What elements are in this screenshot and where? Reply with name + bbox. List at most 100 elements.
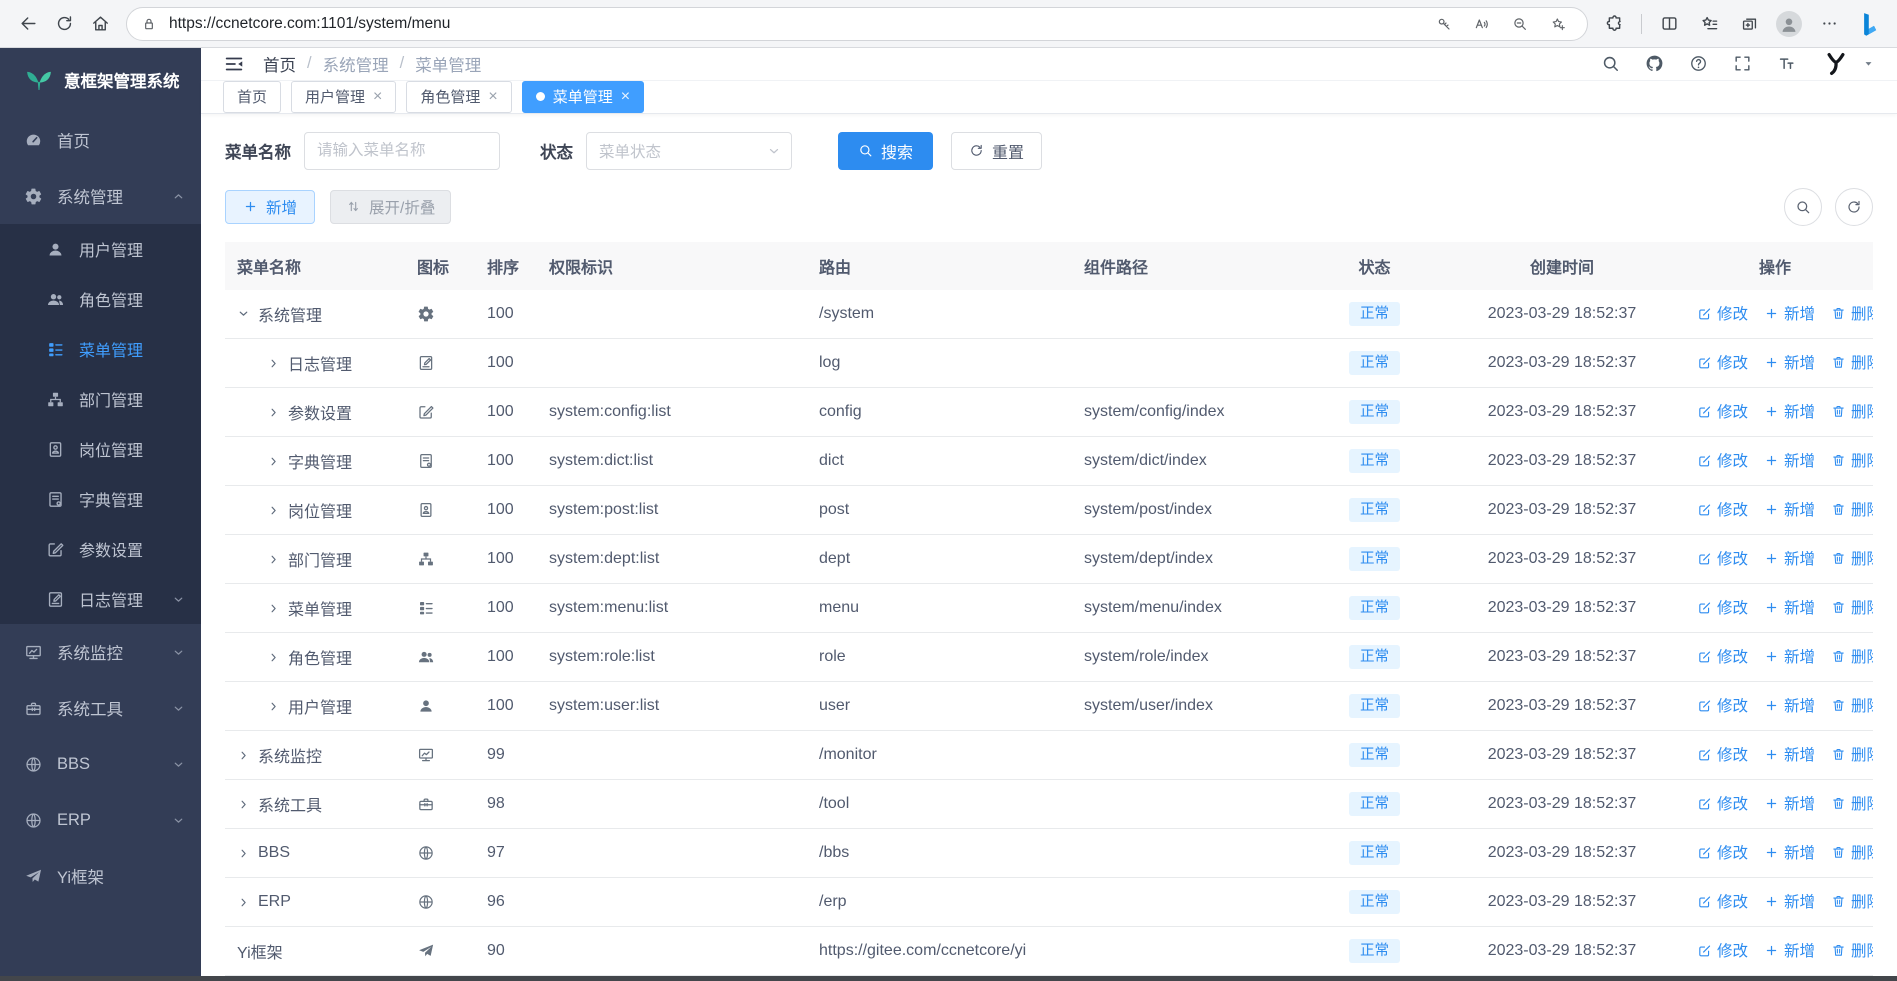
sidebar-item-system[interactable]: 系统管理 [0, 168, 201, 224]
url-text[interactable]: https://ccnetcore.com:1101/system/menu [169, 14, 451, 32]
row-expander[interactable] [267, 553, 280, 566]
add-action[interactable]: 新增 [1764, 596, 1815, 618]
delete-action[interactable]: 删除 [1831, 841, 1873, 863]
font-size-button[interactable] [1777, 54, 1796, 73]
delete-action[interactable]: 删除 [1831, 645, 1873, 667]
github-button[interactable] [1645, 54, 1664, 73]
password-button[interactable] [1429, 9, 1459, 39]
read-aloud-button[interactable] [1467, 9, 1497, 39]
sidebar-item-user[interactable]: 用户管理 [0, 224, 201, 274]
sidebar-item-menu[interactable]: 菜单管理 [0, 324, 201, 374]
sidebar-item-role[interactable]: 角色管理 [0, 274, 201, 324]
edit-action[interactable]: 修改 [1697, 792, 1748, 814]
browser-home-button[interactable] [82, 6, 118, 42]
sidebar-item-monitor[interactable]: 系统监控 [0, 624, 201, 680]
edit-action[interactable]: 修改 [1697, 743, 1748, 765]
sidebar-item-log[interactable]: 日志管理 [0, 574, 201, 624]
breadcrumb-item[interactable]: 首页 [263, 56, 296, 75]
refresh-table-button[interactable] [1835, 187, 1873, 226]
delete-action[interactable]: 删除 [1831, 596, 1873, 618]
breadcrumb-item[interactable]: 系统管理 [322, 56, 389, 75]
toggle-search-button[interactable] [1784, 187, 1822, 226]
row-expander[interactable] [267, 406, 280, 419]
collections-button[interactable] [1731, 6, 1767, 42]
tab-close-icon[interactable]: × [373, 87, 383, 105]
add-action[interactable]: 新增 [1764, 498, 1815, 520]
add-action[interactable]: 新增 [1764, 400, 1815, 422]
header-search-button[interactable] [1601, 54, 1620, 73]
sidebar-item-config[interactable]: 参数设置 [0, 524, 201, 574]
sidebar-item-yi[interactable]: Yi框架 [0, 848, 201, 904]
sidebar-item-home[interactable]: 首页 [0, 112, 201, 168]
address-bar[interactable]: https://ccnetcore.com:1101/system/menu [126, 6, 1588, 41]
delete-action[interactable]: 删除 [1831, 351, 1873, 373]
extensions-button[interactable] [1596, 6, 1632, 42]
sidebar-item-post[interactable]: 岗位管理 [0, 424, 201, 474]
add-action[interactable]: 新增 [1764, 351, 1815, 373]
split-screen-button[interactable] [1651, 6, 1687, 42]
edit-action[interactable]: 修改 [1697, 449, 1748, 471]
tab-home[interactable]: 首页 [223, 80, 282, 113]
browser-reload-button[interactable] [46, 6, 82, 42]
row-expander[interactable] [237, 847, 250, 860]
add-favorite-button[interactable] [1543, 9, 1573, 39]
column-header[interactable]: 菜单名称 [225, 241, 405, 290]
tab-user[interactable]: 用户管理 × [291, 80, 397, 113]
delete-action[interactable]: 删除 [1831, 939, 1873, 961]
column-header[interactable]: 操作 [1677, 241, 1873, 290]
browser-menu-button[interactable] [1811, 6, 1847, 42]
edit-action[interactable]: 修改 [1697, 498, 1748, 520]
sidebar-collapse-button[interactable] [223, 53, 245, 75]
edit-action[interactable]: 修改 [1697, 302, 1748, 324]
tab-close-icon[interactable]: × [620, 87, 631, 105]
column-header[interactable]: 权限标识 [537, 241, 807, 290]
reset-button[interactable]: 重置 [951, 131, 1043, 170]
add-action[interactable]: 新增 [1764, 890, 1815, 912]
add-action[interactable]: 新增 [1764, 645, 1815, 667]
edit-action[interactable]: 修改 [1697, 694, 1748, 716]
row-expander[interactable] [237, 896, 250, 909]
add-action[interactable]: 新增 [1764, 694, 1815, 716]
delete-action[interactable]: 删除 [1831, 400, 1873, 422]
menu-name-input[interactable] [304, 131, 500, 170]
column-header[interactable]: 排序 [475, 241, 537, 290]
tab-role[interactable]: 角色管理 × [406, 80, 512, 113]
edit-action[interactable]: 修改 [1697, 547, 1748, 569]
delete-action[interactable]: 删除 [1831, 449, 1873, 471]
row-expander[interactable] [237, 307, 250, 320]
delete-action[interactable]: 删除 [1831, 547, 1873, 569]
sidebar-item-tool[interactable]: 系统工具 [0, 680, 201, 736]
add-action[interactable]: 新增 [1764, 547, 1815, 569]
help-button[interactable] [1689, 54, 1708, 73]
bing-sidebar-button[interactable] [1851, 6, 1887, 42]
add-action[interactable]: 新增 [1764, 841, 1815, 863]
add-menu-button[interactable]: 新增 [225, 189, 316, 224]
add-action[interactable]: 新增 [1764, 302, 1815, 324]
edit-action[interactable]: 修改 [1697, 841, 1748, 863]
sidebar-item-dict[interactable]: 字典管理 [0, 474, 201, 524]
row-expander[interactable] [267, 357, 280, 370]
status-select[interactable]: 菜单状态 [586, 131, 792, 170]
user-menu-caret[interactable] [1862, 57, 1875, 70]
edit-action[interactable]: 修改 [1697, 351, 1748, 373]
sidebar-item-bbs[interactable]: BBS [0, 736, 201, 792]
row-expander[interactable] [237, 749, 250, 762]
edit-action[interactable]: 修改 [1697, 400, 1748, 422]
add-action[interactable]: 新增 [1764, 743, 1815, 765]
row-expander[interactable] [267, 651, 280, 664]
row-expander[interactable] [237, 798, 250, 811]
fullscreen-button[interactable] [1733, 54, 1752, 73]
search-button[interactable]: 搜索 [838, 131, 934, 170]
column-header[interactable]: 图标 [405, 241, 475, 290]
zoom-out-button[interactable] [1505, 9, 1535, 39]
column-header[interactable]: 创建时间 [1447, 241, 1677, 290]
edit-action[interactable]: 修改 [1697, 939, 1748, 961]
sidebar-item-dept[interactable]: 部门管理 [0, 374, 201, 424]
delete-action[interactable]: 删除 [1831, 302, 1873, 324]
column-header[interactable]: 路由 [807, 241, 1072, 290]
add-action[interactable]: 新增 [1764, 792, 1815, 814]
favorites-button[interactable] [1691, 6, 1727, 42]
add-action[interactable]: 新增 [1764, 449, 1815, 471]
row-expander[interactable] [267, 455, 280, 468]
row-expander[interactable] [267, 602, 280, 615]
